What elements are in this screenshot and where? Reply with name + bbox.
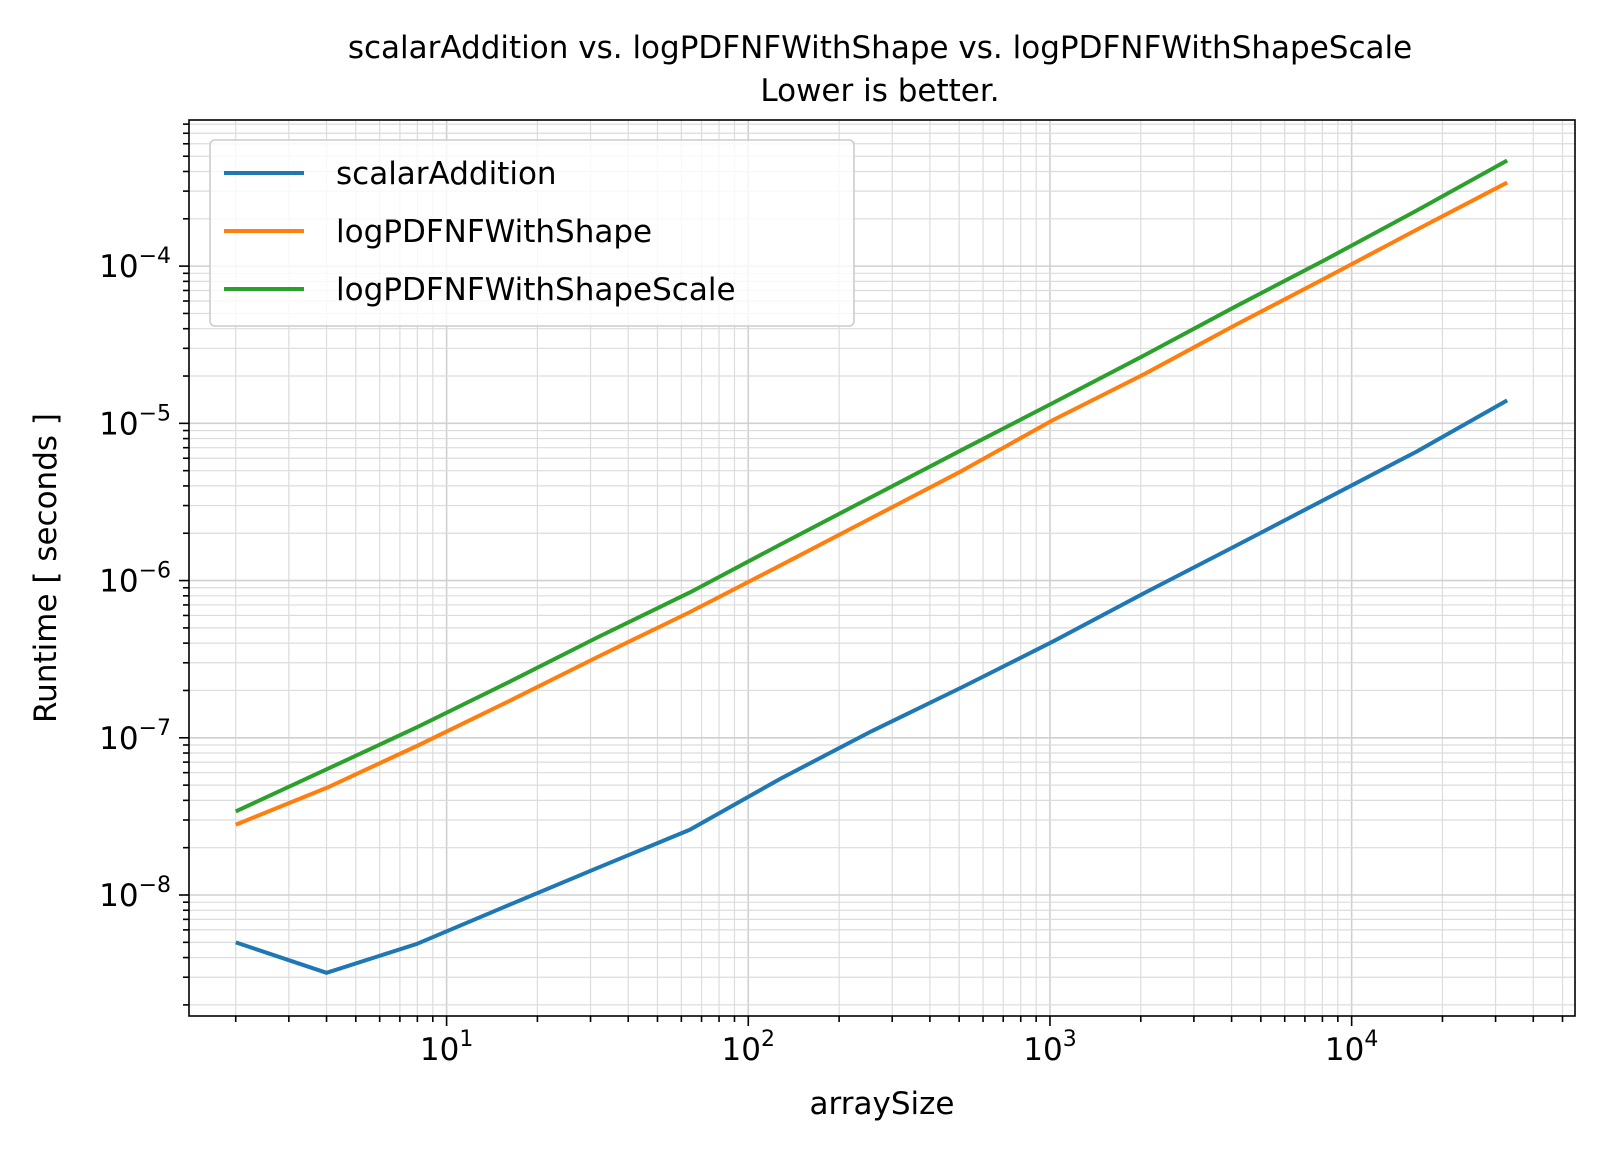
y-tick-label-exponent: −6: [139, 559, 171, 584]
x-axis-label: arraySize: [810, 1086, 955, 1122]
legend: scalarAddition logPDFNFWithShape logPDFNFW…: [209, 139, 855, 327]
series-line-logPDFNFWithShape: [234, 180, 1509, 827]
x-tick-label-exponent: 3: [1063, 1027, 1077, 1052]
series-line-logPDFNFWithShapeScale: [234, 158, 1509, 814]
x-tick-label-base: 10: [1325, 1032, 1364, 1068]
y-axis-label: Runtime [ seconds ]: [28, 413, 64, 723]
x-tick-label-base: 10: [1023, 1032, 1062, 1068]
x-tick-label-exponent: 2: [761, 1027, 775, 1052]
y-tick-label: 10−4: [99, 244, 171, 285]
y-tick-label-base: 10: [99, 721, 138, 757]
y-tick-label-base: 10: [99, 564, 138, 600]
y-tick-label-base: 10: [99, 406, 138, 442]
y-tick-label-exponent: −4: [139, 244, 171, 269]
x-tick-label-exponent: 1: [459, 1027, 473, 1052]
y-tick-label-exponent: −5: [139, 401, 171, 426]
x-tick-label: 103: [1023, 1027, 1076, 1068]
y-tick-label-base: 10: [99, 878, 138, 914]
series-line-scalarAddition: [235, 398, 1509, 975]
y-tick-label: 10−6: [99, 559, 171, 600]
legend-box: [209, 139, 855, 327]
x-tick-label: 102: [722, 1027, 775, 1068]
axis-ticks: [179, 123, 1564, 1026]
x-tick-label-exponent: 4: [1364, 1027, 1378, 1052]
legend-label-logPDFNFWithShape: logPDFNFWithShape: [336, 214, 652, 250]
legend-label-logPDFNFWithShapeScale: logPDFNFWithShapeScale: [336, 272, 736, 308]
x-tick-label: 104: [1325, 1027, 1378, 1068]
y-tick-label: 10−8: [99, 873, 171, 914]
plot-frame: [188, 119, 1576, 1017]
series-lines: [234, 158, 1509, 975]
y-tick-label: 10−7: [99, 716, 171, 757]
chart-title: scalarAddition vs. logPDFNFWithShape vs.…: [348, 30, 1412, 66]
chart-subtitle: Lower is better.: [760, 73, 999, 109]
y-tick-label-exponent: −7: [139, 716, 171, 741]
y-tick-labels: 10−810−710−610−510−4: [99, 244, 171, 914]
x-tick-label-base: 10: [420, 1032, 459, 1068]
y-tick-label-exponent: −8: [139, 873, 171, 898]
y-tick-label-base: 10: [99, 249, 138, 285]
x-tick-labels: 101 102 103 104: [420, 1027, 1379, 1068]
x-tick-label: 101: [420, 1027, 473, 1068]
legend-label-scalarAddition: scalarAddition: [336, 156, 557, 192]
x-tick-label-base: 10: [722, 1032, 761, 1068]
y-tick-label: 10−5: [99, 401, 171, 442]
